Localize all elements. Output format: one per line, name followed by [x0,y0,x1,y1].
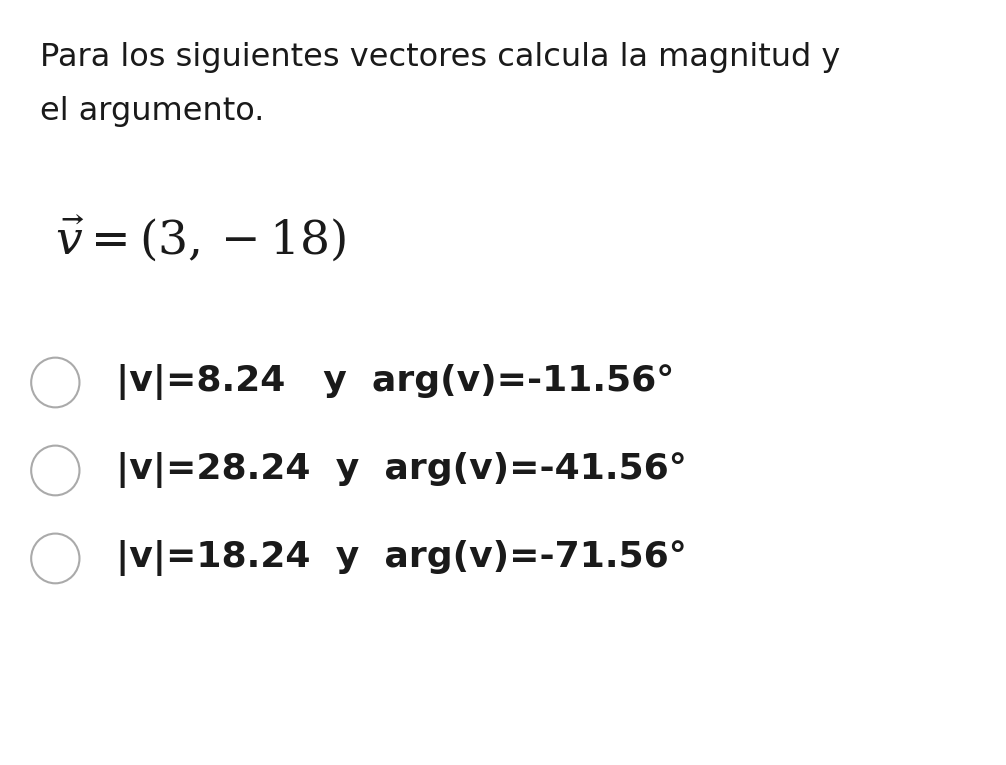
Text: Para los siguientes vectores calcula la magnitud y: Para los siguientes vectores calcula la … [40,42,841,73]
Text: $\vec{v} = (3, -18)$: $\vec{v} = (3, -18)$ [55,214,346,265]
Text: |v|=8.24   y  arg(v)=-11.56°: |v|=8.24 y arg(v)=-11.56° [116,364,674,401]
Text: el argumento.: el argumento. [40,96,265,127]
Text: |v|=18.24  y  arg(v)=-71.56°: |v|=18.24 y arg(v)=-71.56° [116,540,686,577]
Text: |v|=28.24  y  arg(v)=-41.56°: |v|=28.24 y arg(v)=-41.56° [116,452,686,489]
